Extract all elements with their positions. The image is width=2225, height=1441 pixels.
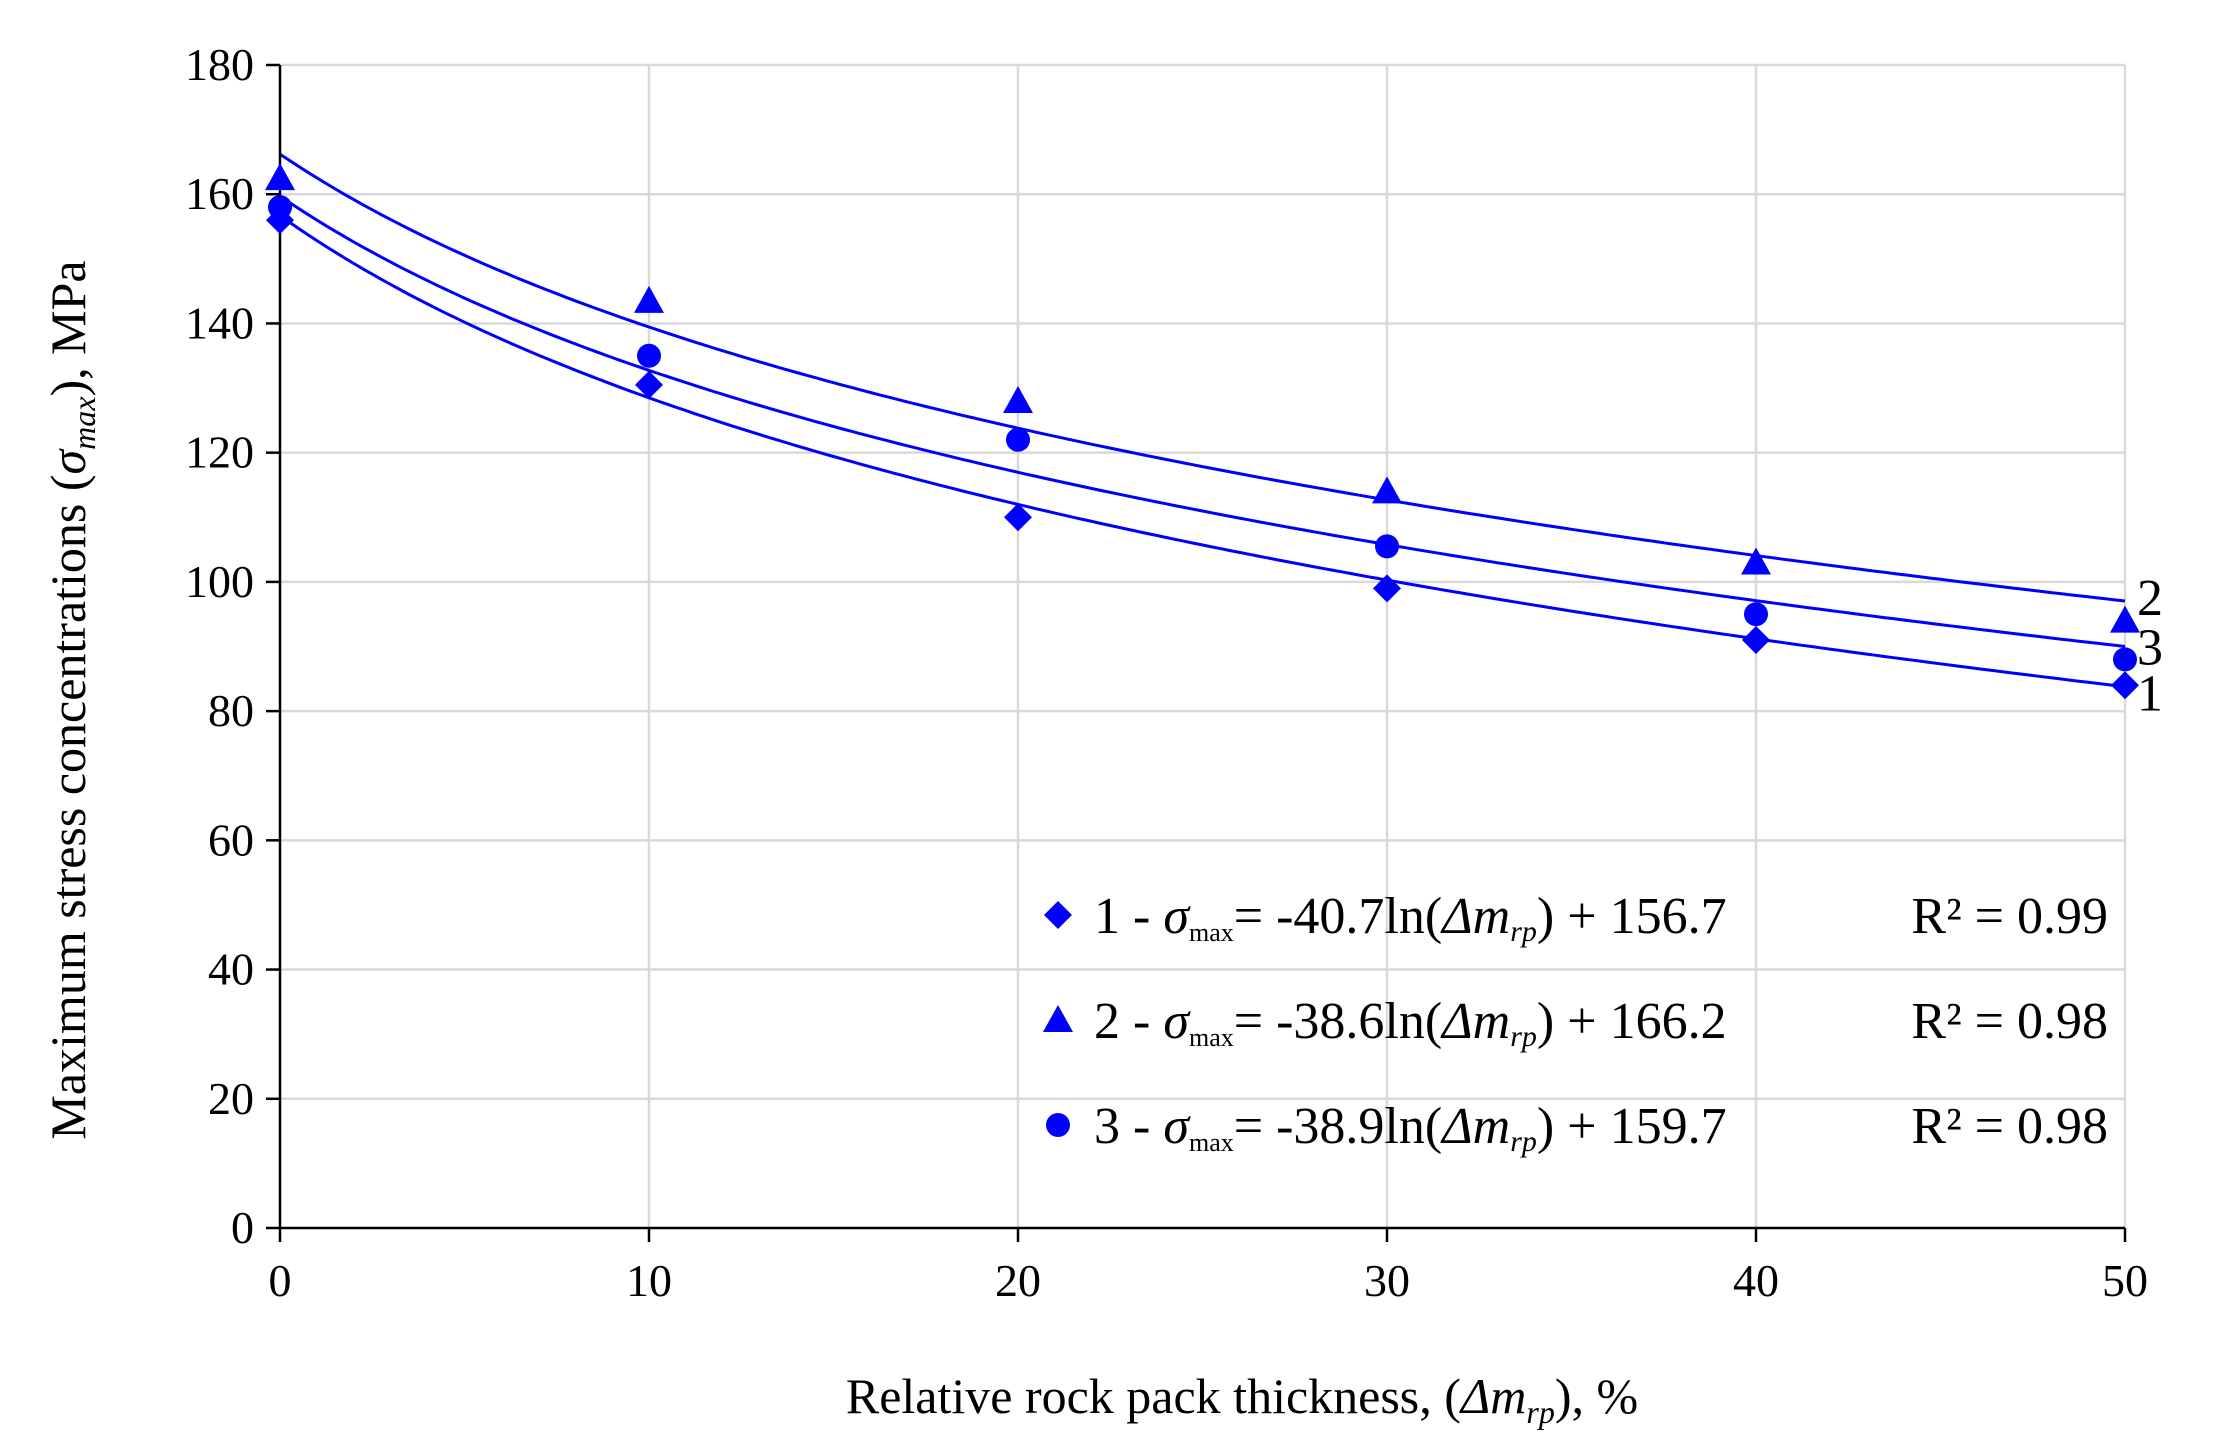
- x-tick-label: 20: [995, 1255, 1041, 1306]
- legend-r2-3: R² = 0.98: [1911, 1098, 2108, 1155]
- point-series-2: [1003, 385, 1033, 413]
- legend: 1 - σmax= -40.7ln(Δmrp) + 156.7 R² = 0.99…: [1043, 888, 2108, 1158]
- x-tick-label: 30: [1364, 1255, 1410, 1306]
- point-series-2: [265, 163, 295, 191]
- y-tick-label: 40: [208, 944, 254, 995]
- y-tick-label: 0: [231, 1202, 254, 1253]
- legend-r2-2: R² = 0.98: [1911, 993, 2108, 1050]
- y-tick-label: 80: [208, 685, 254, 736]
- point-series-2: [2110, 605, 2140, 633]
- x-tick-label: 40: [1733, 1255, 1779, 1306]
- y-axis-title: Maximum stress concentrations (σmax), MP…: [40, 260, 102, 1139]
- x-tick-label: 10: [626, 1255, 672, 1306]
- point-series-3: [268, 195, 292, 220]
- legend-entry-2: 2 - σmax= -38.6ln(Δmrp) + 166.2 R² = 0.98: [1043, 993, 2108, 1053]
- x-axis-title: Relative rock pack thickness, (Δmrp), %: [846, 1368, 1638, 1430]
- x-tick-label: 0: [269, 1255, 292, 1306]
- series-end-label-1: 1: [2137, 666, 2163, 723]
- series-end-label-2: 2: [2137, 570, 2163, 627]
- legend-label-1: 1 - σmax= -40.7ln(Δmrp) + 156.7: [1094, 888, 1727, 948]
- legend-entry-3: 3 - σmax= -38.9ln(Δmrp) + 159.7 R² = 0.98: [1046, 1098, 2108, 1158]
- y-tick-label: 180: [185, 39, 254, 90]
- point-series-3: [1744, 602, 1768, 627]
- point-series-3: [637, 343, 661, 368]
- tick-labels: 0 20 40 60 80 100 120 140 160 180 0 10 20 30 40 50: [185, 39, 2148, 1306]
- legend-marker-1: [1044, 901, 1072, 929]
- trendline-series-2: [279, 152, 2126, 603]
- legend-marker-3: [1046, 1113, 1070, 1137]
- point-series-1: [1742, 626, 1770, 655]
- legend-entry-1: 1 - σmax= -40.7ln(Δmrp) + 156.7 R² = 0.99: [1044, 888, 2108, 948]
- point-series-1: [2111, 671, 2139, 700]
- point-series-3: [1375, 534, 1399, 559]
- data-markers: [265, 163, 2140, 700]
- legend-label-3: 3 - σmax= -38.9ln(Δmrp) + 159.7: [1094, 1098, 1727, 1158]
- point-series-2: [1372, 476, 1402, 504]
- trendline-series-1: [279, 214, 2126, 689]
- series-end-labels: 1 23: [2137, 570, 2163, 723]
- axes: [266, 63, 2127, 1242]
- point-series-1: [1004, 503, 1032, 532]
- y-tick-label: 100: [185, 556, 254, 607]
- point-series-2: [634, 285, 664, 313]
- point-series-1: [1373, 574, 1401, 603]
- series-end-label-3: 3: [2137, 619, 2163, 676]
- trendline-series-3: [279, 194, 2126, 648]
- x-tick-label: 50: [2102, 1255, 2148, 1306]
- point-series-3: [1006, 427, 1030, 452]
- point-series-2: [1741, 547, 1771, 575]
- trendlines: [279, 152, 2126, 689]
- point-series-3: [2113, 647, 2137, 672]
- legend-marker-2: [1043, 1005, 1073, 1032]
- y-tick-label: 20: [208, 1073, 254, 1124]
- legend-r2-1: R² = 0.99: [1911, 888, 2108, 945]
- y-tick-label: 140: [185, 297, 254, 348]
- legend-label-2: 2 - σmax= -38.6ln(Δmrp) + 166.2: [1094, 993, 1727, 1053]
- y-tick-label: 60: [208, 814, 254, 865]
- point-series-1: [635, 370, 663, 399]
- y-tick-label: 120: [185, 427, 254, 478]
- y-tick-label: 160: [185, 168, 254, 219]
